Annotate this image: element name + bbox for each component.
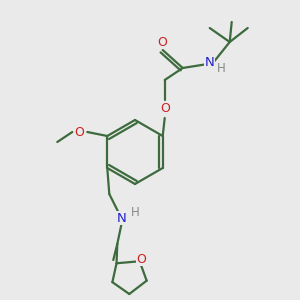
- Text: O: O: [74, 125, 84, 139]
- Text: O: O: [157, 35, 167, 49]
- Text: H: H: [131, 206, 140, 218]
- Text: H: H: [217, 61, 226, 74]
- Text: O: O: [137, 253, 146, 266]
- Text: N: N: [205, 56, 214, 70]
- Text: O: O: [160, 101, 170, 115]
- Text: N: N: [116, 212, 126, 224]
